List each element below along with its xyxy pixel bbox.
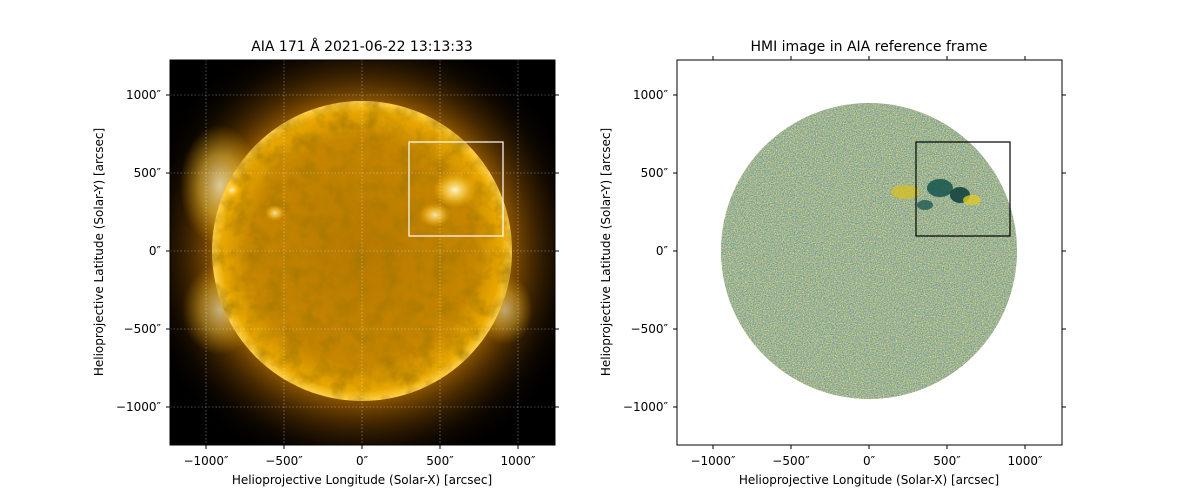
hmi-image <box>721 103 1017 399</box>
hmi-y-axis-label: Helioprojective Latitude (Solar-Y) [arcs… <box>599 128 613 376</box>
x-tick-label: 500″ <box>933 454 961 468</box>
y-tick-label: −500″ <box>631 322 669 336</box>
y-tick-label: −1000″ <box>116 400 162 414</box>
x-tick-label: −1000″ <box>183 454 229 468</box>
aia-x-tick-labels: −1000″ −500″ 0″ 500″ 1000″ <box>183 454 536 468</box>
aia-title: AIA 171 Å 2021-06-22 13:13:33 <box>251 38 473 55</box>
aia-grid <box>170 60 555 445</box>
aia-image <box>170 60 555 445</box>
hmi-panel: HMI image in AIA reference frame <box>599 39 1066 487</box>
y-tick-label: −1000″ <box>623 400 669 414</box>
x-tick-label: 1000″ <box>500 454 536 468</box>
aia-region-box <box>408 141 504 237</box>
y-tick-label: 500″ <box>641 166 669 180</box>
y-tick-label: −500″ <box>124 322 162 336</box>
x-tick-label: 0″ <box>863 454 876 468</box>
hmi-title: HMI image in AIA reference frame <box>750 39 987 55</box>
hmi-y-tick-labels: 1000″ 500″ 0″ −500″ −1000″ <box>623 88 669 414</box>
aia-y-axis-label: Helioprojective Latitude (Solar-Y) [arcs… <box>92 128 106 376</box>
x-tick-label: 500″ <box>426 454 454 468</box>
hmi-ticks <box>673 56 1066 449</box>
aia-x-axis-label: Helioprojective Longitude (Solar-X) [arc… <box>232 473 492 487</box>
y-tick-label: 1000″ <box>633 88 669 102</box>
hmi-x-axis-label: Helioprojective Longitude (Solar-X) [arc… <box>739 473 999 487</box>
aia-y-tick-labels: 1000″ 500″ 0″ −500″ −1000″ <box>116 88 162 414</box>
y-tick-label: 0″ <box>656 244 669 258</box>
x-tick-label: 0″ <box>356 454 369 468</box>
y-tick-label: 500″ <box>134 166 162 180</box>
x-tick-label: −500″ <box>265 454 303 468</box>
aia-ticks <box>166 94 559 449</box>
hmi-x-tick-labels: −1000″ −500″ 0″ 500″ 1000″ <box>690 454 1043 468</box>
y-tick-label: 1000″ <box>126 88 162 102</box>
hmi-region-box <box>915 141 1011 237</box>
x-tick-label: 1000″ <box>1007 454 1043 468</box>
x-tick-label: −1000″ <box>690 454 736 468</box>
y-tick-label: 0″ <box>149 244 162 258</box>
x-tick-label: −500″ <box>772 454 810 468</box>
aia-panel: AIA 171 Å 2021-06-22 13:13:33 <box>92 38 559 487</box>
